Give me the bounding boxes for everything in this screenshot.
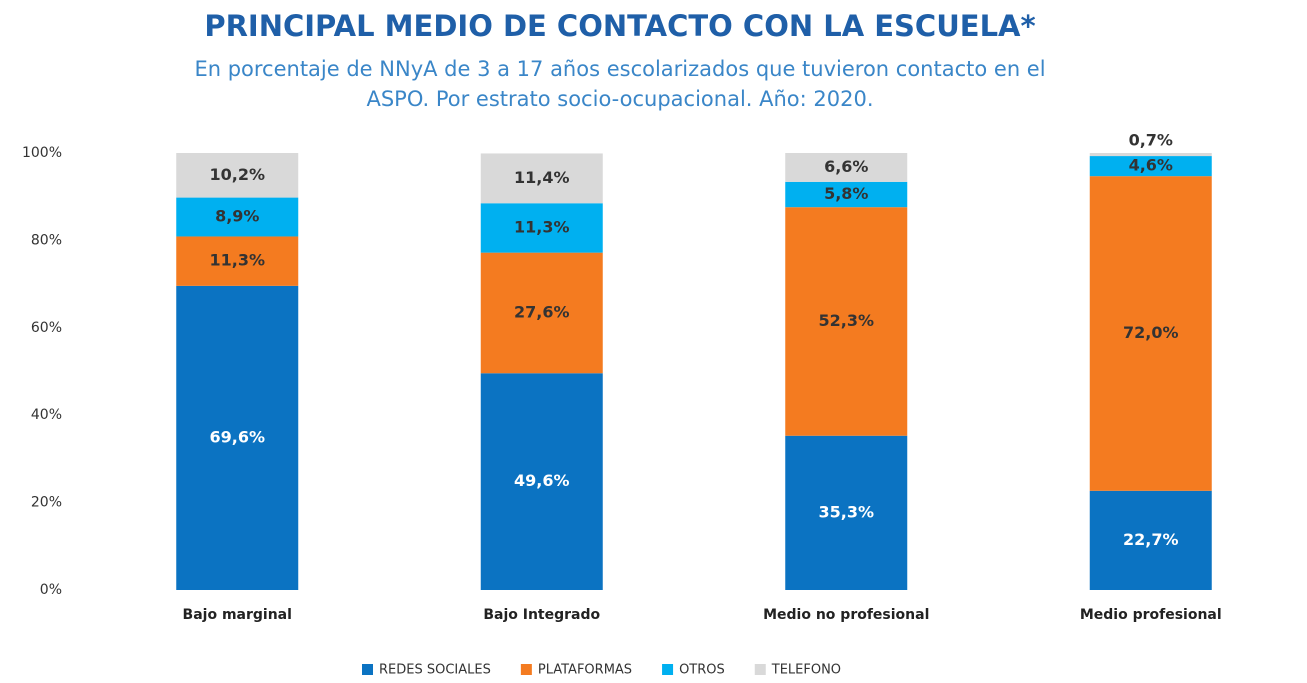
bar-segment <box>176 153 299 198</box>
chart-title: PRINCIPAL MEDIO DE CONTACTO CON LA ESCUE… <box>204 9 1035 43</box>
bar-segment <box>785 435 908 590</box>
y-tick-label: 80% <box>31 232 62 248</box>
y-tick-label: 60% <box>31 320 62 336</box>
data-label: 35,3% <box>818 502 874 521</box>
data-label: 11,4% <box>514 168 570 187</box>
legend-swatch <box>362 664 373 675</box>
bar-segment <box>1089 176 1212 491</box>
data-label: 6,6% <box>824 157 868 176</box>
y-tick-label: 100% <box>22 145 62 161</box>
data-label: 22,7% <box>1123 530 1179 549</box>
data-label: 8,9% <box>215 207 259 226</box>
legend-swatch <box>520 664 532 675</box>
bar-segment <box>480 252 603 374</box>
bar-segment <box>785 153 908 182</box>
x-tick-label: Medio no profesional <box>763 607 929 623</box>
legend-label: OTROS <box>679 663 725 678</box>
legend-label: TELEFONO <box>771 663 841 678</box>
data-label: 72,0% <box>1123 323 1179 342</box>
data-label: 11,3% <box>209 251 265 270</box>
data-label: 69,6% <box>209 427 265 446</box>
legend-label: REDES SOCIALES <box>379 663 491 678</box>
y-tick-label: 40% <box>31 407 62 423</box>
y-tick-label: 0% <box>40 582 62 598</box>
bar-segment <box>480 203 603 253</box>
data-label: 0,7% <box>1129 131 1173 150</box>
legend-label: PLATAFORMAS <box>538 663 632 678</box>
legend-swatch <box>662 664 674 675</box>
data-label: 11,3% <box>514 217 570 236</box>
x-tick-label: Bajo Integrado <box>483 607 600 623</box>
bar-segment <box>480 153 603 204</box>
bar-segment <box>785 207 908 436</box>
data-label: 49,6% <box>514 471 570 490</box>
bar-segment <box>785 181 908 208</box>
bar-segment <box>1089 490 1212 590</box>
data-label: 52,3% <box>818 311 874 330</box>
data-label: 27,6% <box>514 302 570 321</box>
data-label: 4,6% <box>1129 156 1173 175</box>
data-label: 5,8% <box>824 184 868 203</box>
x-tick-label: Bajo marginal <box>183 607 292 623</box>
bar-segment <box>480 373 603 590</box>
bar-segment <box>1089 153 1212 157</box>
bar-segment <box>176 285 299 590</box>
chart-subtitle: ASPO. Por estrato socio-ocupacional. Año… <box>366 87 873 111</box>
bar-segment <box>176 197 299 237</box>
legend-swatch <box>754 664 766 675</box>
data-label: 10,2% <box>209 165 265 184</box>
y-tick-label: 20% <box>31 495 62 511</box>
chart-subtitle: En porcentaje de NNyA de 3 a 17 años esc… <box>194 57 1045 81</box>
x-tick-label: Medio profesional <box>1080 607 1222 623</box>
bar-segment <box>1089 156 1212 177</box>
bar-segment <box>176 236 299 286</box>
